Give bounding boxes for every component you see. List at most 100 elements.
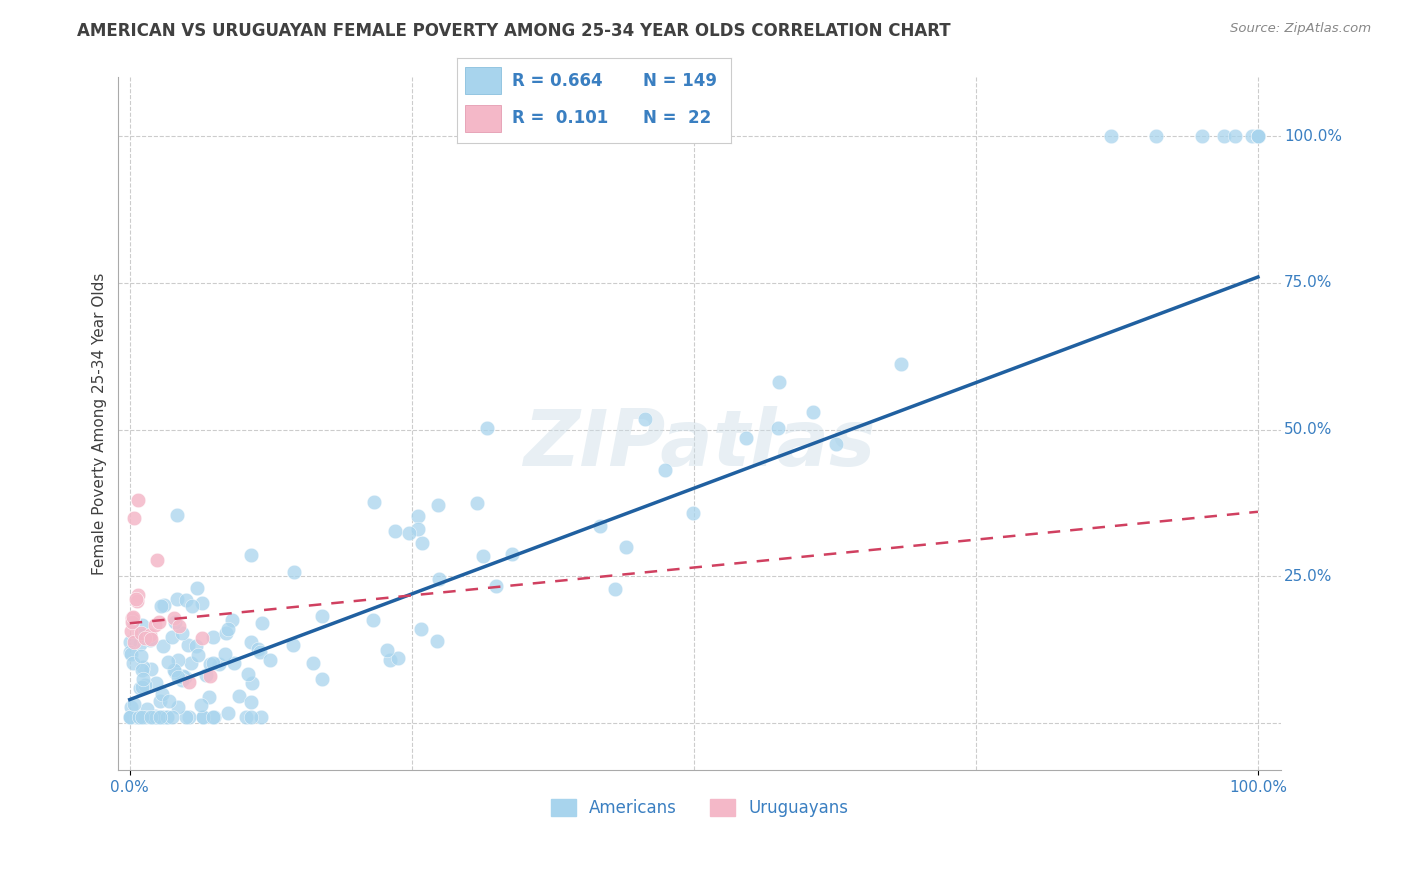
Point — [221, 613, 243, 627]
Point — [301, 657, 323, 671]
Point — [131, 663, 153, 677]
Point — [283, 566, 305, 580]
Point — [235, 710, 257, 724]
Point — [217, 706, 239, 720]
Point — [139, 661, 162, 675]
Point — [149, 694, 172, 708]
Point — [1247, 129, 1270, 144]
Point — [240, 695, 263, 709]
Point — [250, 616, 273, 631]
Point — [259, 653, 281, 667]
Point — [166, 670, 188, 684]
Text: AMERICAN VS URUGUAYAN FEMALE POVERTY AMONG 25-34 YEAR OLDS CORRELATION CHART: AMERICAN VS URUGUAYAN FEMALE POVERTY AMO… — [77, 22, 950, 40]
Point — [184, 639, 207, 653]
Point — [375, 642, 398, 657]
Point — [160, 630, 183, 644]
Point — [143, 617, 166, 632]
Text: 100.0%: 100.0% — [1284, 128, 1341, 144]
Point — [427, 498, 450, 512]
Point — [156, 710, 179, 724]
Point — [148, 710, 170, 724]
Point — [167, 619, 190, 633]
Legend: Americans, Uruguayans: Americans, Uruguayans — [544, 792, 855, 824]
Point — [1241, 129, 1264, 144]
Point — [1144, 129, 1167, 144]
Point — [131, 628, 153, 642]
Point — [239, 710, 262, 724]
Bar — [465, 104, 501, 132]
Point — [131, 710, 153, 724]
Point — [141, 710, 163, 724]
Point — [190, 596, 212, 610]
Point — [142, 710, 165, 724]
Text: 75.0%: 75.0% — [1284, 276, 1333, 291]
Point — [190, 698, 212, 713]
Point — [172, 669, 194, 683]
Point — [131, 618, 153, 632]
Point — [384, 524, 406, 538]
Point — [157, 656, 180, 670]
Point — [125, 710, 148, 724]
Point — [427, 572, 450, 586]
Point — [180, 599, 202, 613]
Point — [471, 549, 494, 564]
Point — [236, 666, 259, 681]
Point — [1213, 129, 1236, 144]
Point — [131, 680, 153, 694]
Point — [167, 700, 190, 714]
Point — [180, 657, 202, 671]
Point — [398, 525, 420, 540]
Point — [139, 628, 162, 642]
Point — [588, 518, 610, 533]
Point — [187, 648, 209, 663]
Point — [156, 710, 179, 724]
Point — [186, 581, 208, 595]
Point — [174, 710, 197, 724]
Point — [118, 710, 141, 724]
Point — [132, 659, 155, 673]
Point — [174, 593, 197, 607]
Point — [614, 540, 637, 554]
Text: R = 0.664: R = 0.664 — [512, 72, 602, 90]
Point — [249, 645, 271, 659]
Point — [198, 657, 221, 672]
Point — [166, 653, 188, 667]
Point — [246, 642, 269, 657]
Point — [132, 672, 155, 686]
Point — [163, 615, 186, 630]
Point — [145, 676, 167, 690]
Point — [605, 582, 627, 596]
Point — [163, 663, 186, 677]
Point — [172, 625, 194, 640]
Point — [120, 624, 142, 638]
Point — [129, 637, 152, 651]
Point — [1099, 129, 1122, 144]
Point — [122, 634, 145, 648]
Point — [121, 611, 143, 625]
Point — [406, 522, 429, 536]
Point — [148, 615, 170, 630]
Point — [134, 631, 156, 645]
Point — [139, 632, 162, 647]
Point — [191, 631, 214, 645]
Point — [654, 463, 676, 477]
Point — [766, 421, 789, 435]
Point — [121, 610, 143, 624]
Point — [179, 710, 201, 724]
Point — [224, 657, 246, 671]
Point — [143, 709, 166, 723]
Point — [1247, 129, 1270, 144]
Point — [1225, 129, 1247, 144]
Point — [406, 509, 429, 524]
Point — [824, 436, 846, 450]
Point — [131, 649, 153, 664]
Point — [176, 639, 198, 653]
Text: N =  22: N = 22 — [644, 109, 711, 128]
Point — [120, 700, 142, 714]
Point — [1191, 129, 1213, 144]
Point — [127, 594, 149, 608]
Point — [200, 669, 222, 683]
Point — [801, 405, 824, 419]
Point — [485, 579, 508, 593]
Point — [152, 688, 174, 702]
